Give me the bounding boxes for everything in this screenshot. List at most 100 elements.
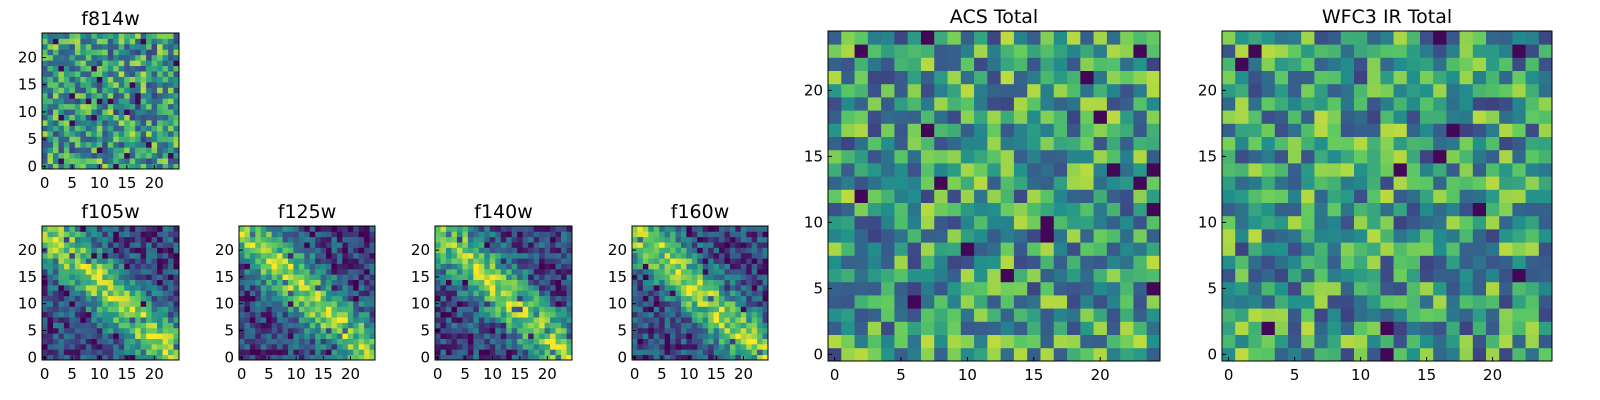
heatmap-cell [894, 176, 909, 190]
heatmap-cell [1133, 70, 1148, 85]
heatmap-cell [52, 306, 59, 313]
heatmap-cell [1248, 163, 1262, 177]
heatmap-cell [118, 109, 125, 115]
heatmap-cell [1261, 308, 1276, 322]
heatmap-cell [1446, 255, 1460, 269]
heatmap-cell [1538, 110, 1553, 124]
heatmap-cell [1472, 281, 1487, 296]
heatmap-cells-f140w [435, 226, 573, 361]
heatmap-cell [336, 343, 343, 350]
heatmap-cell [533, 226, 540, 232]
heatmap-cell [1512, 281, 1526, 296]
heatmap-cell [522, 354, 529, 361]
heatmap-cell [1327, 123, 1342, 137]
heatmap-cell [987, 83, 1002, 98]
heatmap-cell [659, 247, 666, 254]
heatmap-cell [271, 252, 278, 259]
heatmap-cell [85, 258, 92, 264]
heatmap-cell [920, 295, 935, 309]
heatmap-cell [1433, 44, 1447, 58]
heatmap-cell [511, 242, 518, 248]
heatmap-cell [828, 163, 842, 177]
heatmap-cell [102, 317, 109, 323]
heatmap-cell [113, 163, 120, 170]
heatmap-cell [146, 60, 152, 67]
heatmap-cell [74, 33, 81, 39]
heatmap-cell [440, 258, 447, 264]
heatmap-cell [1433, 321, 1447, 335]
heatmap-cell [1106, 123, 1121, 137]
heatmap-cell [1538, 123, 1553, 137]
heatmap-cell [135, 306, 142, 313]
heatmap-cell [653, 274, 660, 280]
heatmap-cell [1222, 149, 1236, 164]
heatmap-cell [42, 92, 48, 99]
heatmap-cell [960, 70, 975, 85]
heatmap-cell [702, 349, 709, 356]
heatmap-cell [124, 71, 131, 77]
heatmap-cell [495, 252, 502, 259]
heatmap-cell [1080, 110, 1094, 124]
heatmap-cell [729, 268, 736, 275]
heatmap-cell [642, 322, 649, 329]
heatmap-cell [1040, 229, 1055, 243]
heatmap-cell [724, 279, 731, 286]
heatmap-cell [1053, 242, 1068, 256]
heatmap-cell [757, 349, 763, 356]
heatmap-cell [445, 322, 452, 329]
heatmap-cell [1406, 242, 1421, 256]
heatmap-cell [315, 343, 321, 350]
heatmap-cell [1354, 123, 1368, 137]
heatmap-cell [47, 236, 54, 243]
y-tick-label: 15 [18, 268, 37, 286]
heatmap-cell [287, 226, 294, 232]
heatmap-cell [47, 54, 54, 61]
heatmap-cell [881, 189, 895, 203]
heatmap-cell [151, 290, 158, 297]
heatmap-cell [1222, 97, 1236, 111]
heatmap-cell [1235, 215, 1249, 230]
heatmap-cell [129, 242, 136, 248]
heatmap-cell [1472, 347, 1487, 362]
heatmap-cell [960, 189, 975, 203]
heatmap-cell [63, 327, 70, 334]
heatmap-cell [277, 338, 283, 345]
heatmap-cell [724, 349, 731, 356]
heatmap-cell [58, 226, 65, 232]
heatmap-cell [751, 284, 758, 291]
heatmap-cell [309, 279, 316, 286]
heatmap-cell [517, 236, 524, 243]
heatmap-cell [960, 149, 975, 164]
heatmap-cell [724, 258, 731, 264]
heatmap-cell [974, 215, 988, 230]
heatmap-cell [550, 258, 556, 264]
heatmap-cell [533, 322, 540, 329]
heatmap-cell [724, 301, 731, 307]
heatmap-cell [1446, 31, 1460, 45]
heatmap-cell [762, 317, 769, 323]
heatmap-cell [528, 247, 535, 254]
heatmap-cell [85, 33, 92, 39]
heatmap-cell [467, 226, 474, 232]
heatmap-cell [686, 226, 693, 232]
heatmap-cell [1080, 83, 1094, 98]
heatmap-cell [934, 70, 948, 85]
heatmap-cell [740, 322, 747, 329]
heatmap-cell [1013, 281, 1028, 296]
heatmap-cell [1367, 163, 1381, 177]
heatmap-cell [129, 114, 136, 121]
heatmap-cell [315, 317, 321, 323]
heatmap-cell [566, 290, 573, 297]
heatmap-cell [91, 163, 98, 170]
heatmap-cell [80, 81, 87, 88]
heatmap-cell [544, 338, 551, 345]
heatmap-cell [907, 295, 922, 309]
heatmap-cell [1000, 242, 1015, 256]
heatmap-cell [157, 81, 163, 88]
heatmap-cell [168, 279, 174, 286]
heatmap-cell [1327, 308, 1342, 322]
heatmap-cell [947, 31, 962, 45]
heatmap-cell [58, 71, 65, 77]
heatmap-cell [947, 281, 962, 296]
heatmap-cell [1027, 321, 1041, 335]
